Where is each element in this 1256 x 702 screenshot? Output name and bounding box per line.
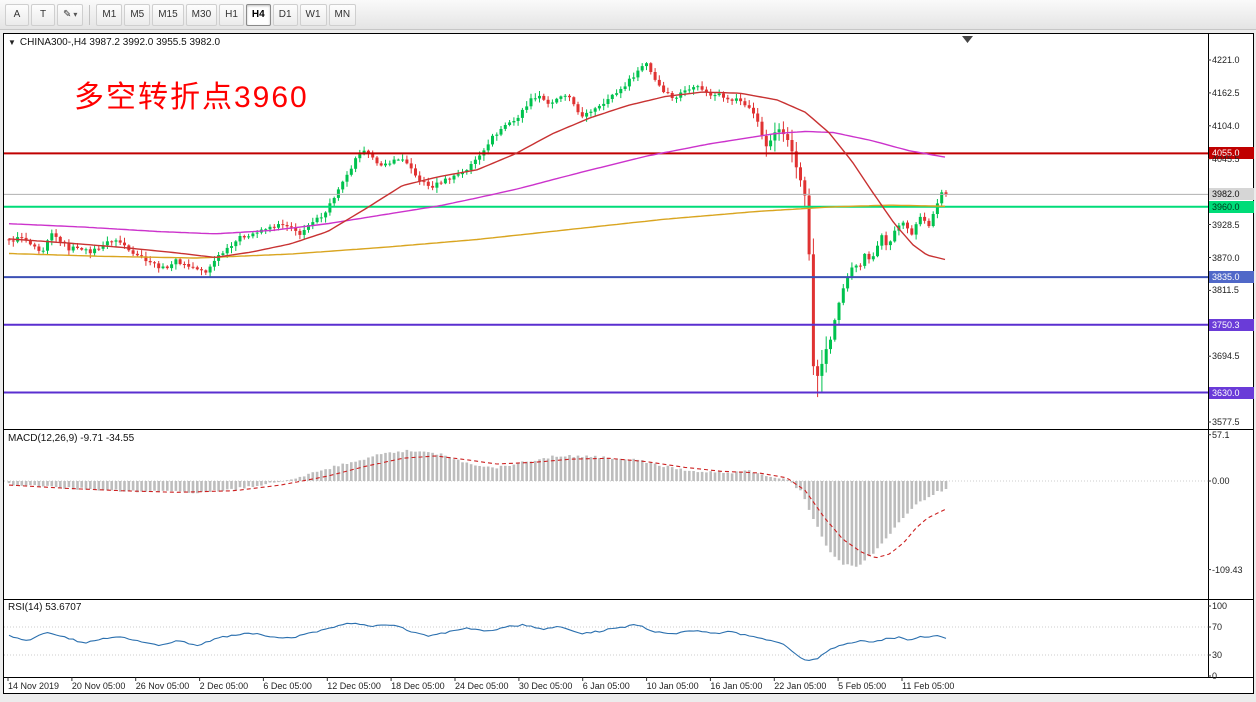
price-tag-3960.0[interactable]: 3960.0 bbox=[1209, 200, 1254, 213]
symbol-dropdown-icon[interactable]: ▼ bbox=[8, 38, 16, 47]
time-axis-label: 20 Nov 05:00 bbox=[71, 681, 126, 691]
timeframe-button-W1[interactable]: W1 bbox=[299, 3, 327, 26]
ma-slow-line bbox=[8, 204, 945, 259]
price-tag-3630.0[interactable]: 3630.0 bbox=[1209, 386, 1254, 399]
toolbar: A T ✎ ▾ M1 M5 M15 M30 H1 H4 D1 W1 MN bbox=[0, 0, 1256, 30]
symbol-info: ▼ CHINA300-,H4 3987.2 3992.0 3955.5 3982… bbox=[8, 37, 220, 48]
drawing-tool-button[interactable]: ✎ ▾ bbox=[57, 3, 84, 26]
macd-signal-line bbox=[8, 455, 946, 559]
timeframe-button-M1[interactable]: M1 bbox=[96, 3, 123, 26]
tool-button-group: A T ✎ ▾ bbox=[5, 3, 84, 26]
ma-fast-line bbox=[8, 91, 946, 261]
symbol-ohlc-text: CHINA300-,H4 3987.2 3992.0 3955.5 3982.0 bbox=[19, 37, 221, 48]
price-axis-label: 3694.5 bbox=[1212, 351, 1240, 362]
time-axis-label: 12 Dec 05:00 bbox=[327, 681, 381, 691]
price-tag-3750.3[interactable]: 3750.3 bbox=[1209, 318, 1254, 331]
rsi-axis-label: 0 bbox=[1212, 671, 1218, 681]
timeframe-button-H1[interactable]: H1 bbox=[219, 3, 244, 26]
level-lines[interactable] bbox=[4, 152, 1208, 394]
price-axis-label: 3811.5 bbox=[1212, 285, 1239, 296]
ma-mid-line bbox=[8, 130, 946, 235]
timeframe-button-M15[interactable]: M15 bbox=[152, 3, 184, 26]
scroll-marker-icon bbox=[962, 36, 973, 43]
timeframe-button-MN[interactable]: MN bbox=[328, 3, 357, 26]
timeframe-button-M5[interactable]: M5 bbox=[124, 3, 151, 26]
drawing-tool-button-label: ✎ bbox=[63, 9, 72, 20]
time-axis-label: 18 Dec 05:00 bbox=[391, 681, 445, 691]
macd-panel-series bbox=[4, 449, 1208, 567]
rsi-line bbox=[8, 622, 947, 661]
price-axis-label: 3870.0 bbox=[1212, 252, 1240, 263]
chart-frame bbox=[3, 33, 1254, 694]
moving-averages bbox=[8, 91, 946, 261]
price-axis-label: 4221.0 bbox=[1212, 55, 1240, 65]
price-axis-label: 4104.0 bbox=[1212, 120, 1240, 131]
timeframe-button-H4[interactable]: H4 bbox=[245, 3, 271, 26]
rsi-axis-label: 70 bbox=[1212, 622, 1223, 632]
rsi-label: RSI(14) 53.6707 bbox=[8, 602, 82, 613]
time-axis-label: 11 Feb 05:00 bbox=[902, 681, 955, 691]
rsi-axis-label: 100 bbox=[1212, 601, 1228, 611]
time-axis-label: 10 Jan 05:00 bbox=[646, 681, 699, 691]
price-tag-3982.0[interactable]: 3982.0 bbox=[1209, 188, 1254, 201]
candlestick-series bbox=[7, 62, 948, 398]
price-axis-label: 4045.5 bbox=[1212, 153, 1240, 164]
timeframe-button-M30[interactable]: M30 bbox=[185, 3, 218, 26]
text-tool-button-label: T bbox=[39, 9, 47, 20]
time-axis-label: 6 Jan 05:00 bbox=[582, 681, 630, 691]
time-axis-label: 22 Jan 05:00 bbox=[774, 681, 827, 691]
text-tool-button[interactable]: T bbox=[31, 3, 55, 26]
rsi-axis-label: 30 bbox=[1212, 650, 1223, 660]
macd-label: MACD(12,26,9) -9.71 -34.55 bbox=[8, 433, 135, 444]
toolbar-separator bbox=[89, 4, 91, 25]
time-axis-label: 2 Dec 05:00 bbox=[199, 681, 249, 691]
cursor-tool-button-label: A bbox=[13, 9, 21, 20]
time-axis-label: 26 Nov 05:00 bbox=[135, 681, 190, 691]
price-axis-label: 3577.5 bbox=[1212, 417, 1240, 427]
chevron-down-icon: ▾ bbox=[73, 10, 78, 19]
timeframe-button-group: M1 M5 M15 M30 H1 H4 D1 W1 MN bbox=[96, 3, 357, 26]
time-axis-label: 6 Dec 05:00 bbox=[263, 681, 312, 691]
cursor-tool-button[interactable]: A bbox=[5, 3, 29, 26]
rsi-panel-series bbox=[4, 622, 1208, 661]
macd-axis-label: 57.1 bbox=[1212, 429, 1230, 440]
price-axis-label: 4162.5 bbox=[1212, 87, 1240, 98]
macd-axis-label: -109.43 bbox=[1212, 564, 1243, 575]
timeframe-button-D1[interactable]: D1 bbox=[272, 3, 298, 26]
price-tag-3835.0[interactable]: 3835.0 bbox=[1209, 271, 1254, 284]
time-axis-label: 30 Dec 05:00 bbox=[518, 681, 573, 691]
time-axis-label: 5 Feb 05:00 bbox=[838, 681, 887, 691]
chart-annotation[interactable]: 多空转折点3960 bbox=[74, 81, 309, 114]
price-axis-label: 3928.5 bbox=[1212, 219, 1240, 230]
macd-axis-label: 0.00 bbox=[1212, 476, 1230, 486]
price-tag-4055.0[interactable]: 4055.0 bbox=[1209, 147, 1254, 160]
time-axis-label: 14 Nov 2019 bbox=[8, 681, 60, 691]
time-axis-label: 16 Jan 05:00 bbox=[710, 681, 763, 691]
time-axis-label: 24 Dec 05:00 bbox=[455, 681, 509, 691]
